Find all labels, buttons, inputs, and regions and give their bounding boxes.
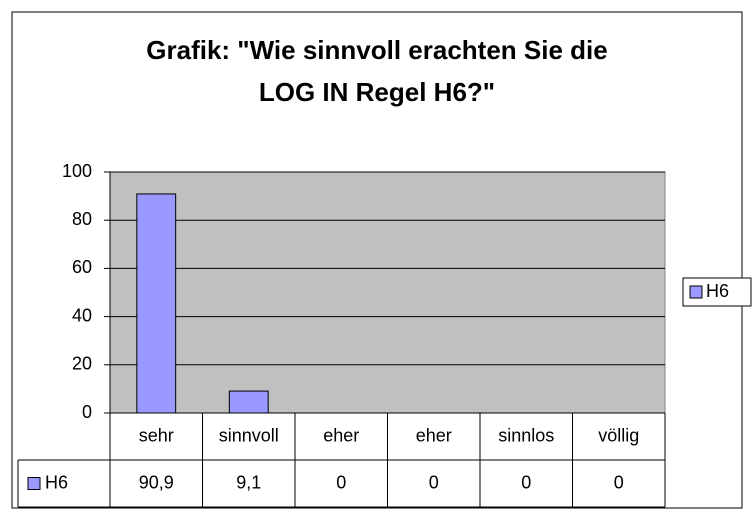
legend-key <box>27 477 41 490</box>
y-tick-label: 40 <box>72 305 92 325</box>
x-tick-label: eher <box>323 425 359 445</box>
y-tick-label: 60 <box>72 257 92 277</box>
x-tick-label: sinnlos <box>498 425 554 445</box>
bar <box>228 390 269 414</box>
table-value: 9,1 <box>236 472 261 492</box>
y-tick-label: 0 <box>82 402 92 422</box>
table-value: 0 <box>521 472 531 492</box>
chart-title: LOG IN Regel H6?" <box>259 77 495 107</box>
plot-area <box>109 171 666 414</box>
y-tick-label: 100 <box>62 161 92 181</box>
table-value: 0 <box>429 472 439 492</box>
legend-key <box>689 285 703 299</box>
table-value: 90,9 <box>139 472 174 492</box>
y-tick-label: 80 <box>72 209 92 229</box>
y-tick-label: 20 <box>72 354 92 374</box>
table-series-name: H6 <box>45 472 68 492</box>
chart-title: Grafik: "Wie sinnvoll erachten Sie die <box>146 35 607 65</box>
x-tick-label: völlig <box>598 425 639 445</box>
legend-label: H6 <box>706 281 729 301</box>
x-tick-label: sinnvoll <box>219 425 279 445</box>
table-value: 0 <box>614 472 624 492</box>
bar <box>136 193 177 414</box>
x-tick-label: eher <box>416 425 452 445</box>
x-tick-label: sehr <box>139 425 174 445</box>
table-value: 0 <box>336 472 346 492</box>
